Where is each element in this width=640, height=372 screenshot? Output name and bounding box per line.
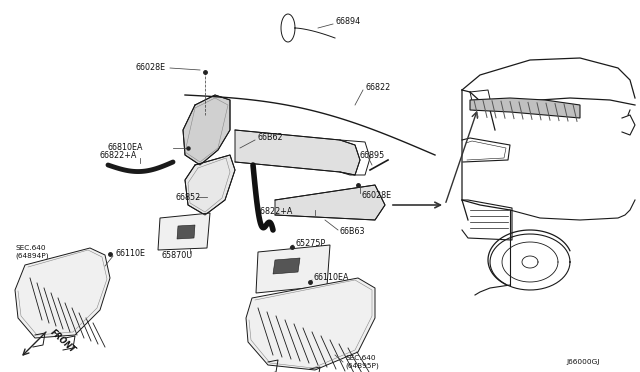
Text: SEC.640: SEC.640	[345, 355, 376, 361]
Text: 66822+A: 66822+A	[100, 151, 138, 160]
Text: FRONT: FRONT	[48, 328, 77, 355]
Text: 66B62: 66B62	[258, 134, 284, 142]
Text: 66895: 66895	[360, 151, 385, 160]
Text: 66028E: 66028E	[362, 190, 392, 199]
Polygon shape	[235, 130, 360, 175]
Polygon shape	[256, 245, 330, 293]
Text: 66110E: 66110E	[115, 250, 145, 259]
Polygon shape	[183, 95, 230, 165]
Text: SEC.640: SEC.640	[15, 245, 45, 251]
Text: (64894P): (64894P)	[15, 253, 49, 259]
Text: 66822: 66822	[365, 83, 390, 93]
Polygon shape	[275, 185, 385, 220]
Text: 66B63: 66B63	[340, 228, 365, 237]
Polygon shape	[15, 248, 110, 338]
Polygon shape	[246, 278, 375, 370]
Polygon shape	[185, 155, 235, 215]
Text: 65870U: 65870U	[162, 250, 193, 260]
Polygon shape	[177, 225, 195, 239]
Text: 66110EA: 66110EA	[314, 273, 349, 282]
Text: 65275P: 65275P	[295, 238, 325, 247]
Text: 66894: 66894	[335, 17, 360, 26]
Text: 66028E: 66028E	[136, 64, 166, 73]
Text: 66822+A: 66822+A	[255, 208, 292, 217]
Polygon shape	[273, 258, 300, 274]
Text: 66852: 66852	[175, 192, 200, 202]
Polygon shape	[470, 98, 580, 118]
Text: (64B95P): (64B95P)	[345, 363, 379, 369]
Polygon shape	[158, 213, 210, 250]
Text: 66810EA: 66810EA	[108, 144, 143, 153]
Text: J66000GJ: J66000GJ	[566, 359, 600, 365]
